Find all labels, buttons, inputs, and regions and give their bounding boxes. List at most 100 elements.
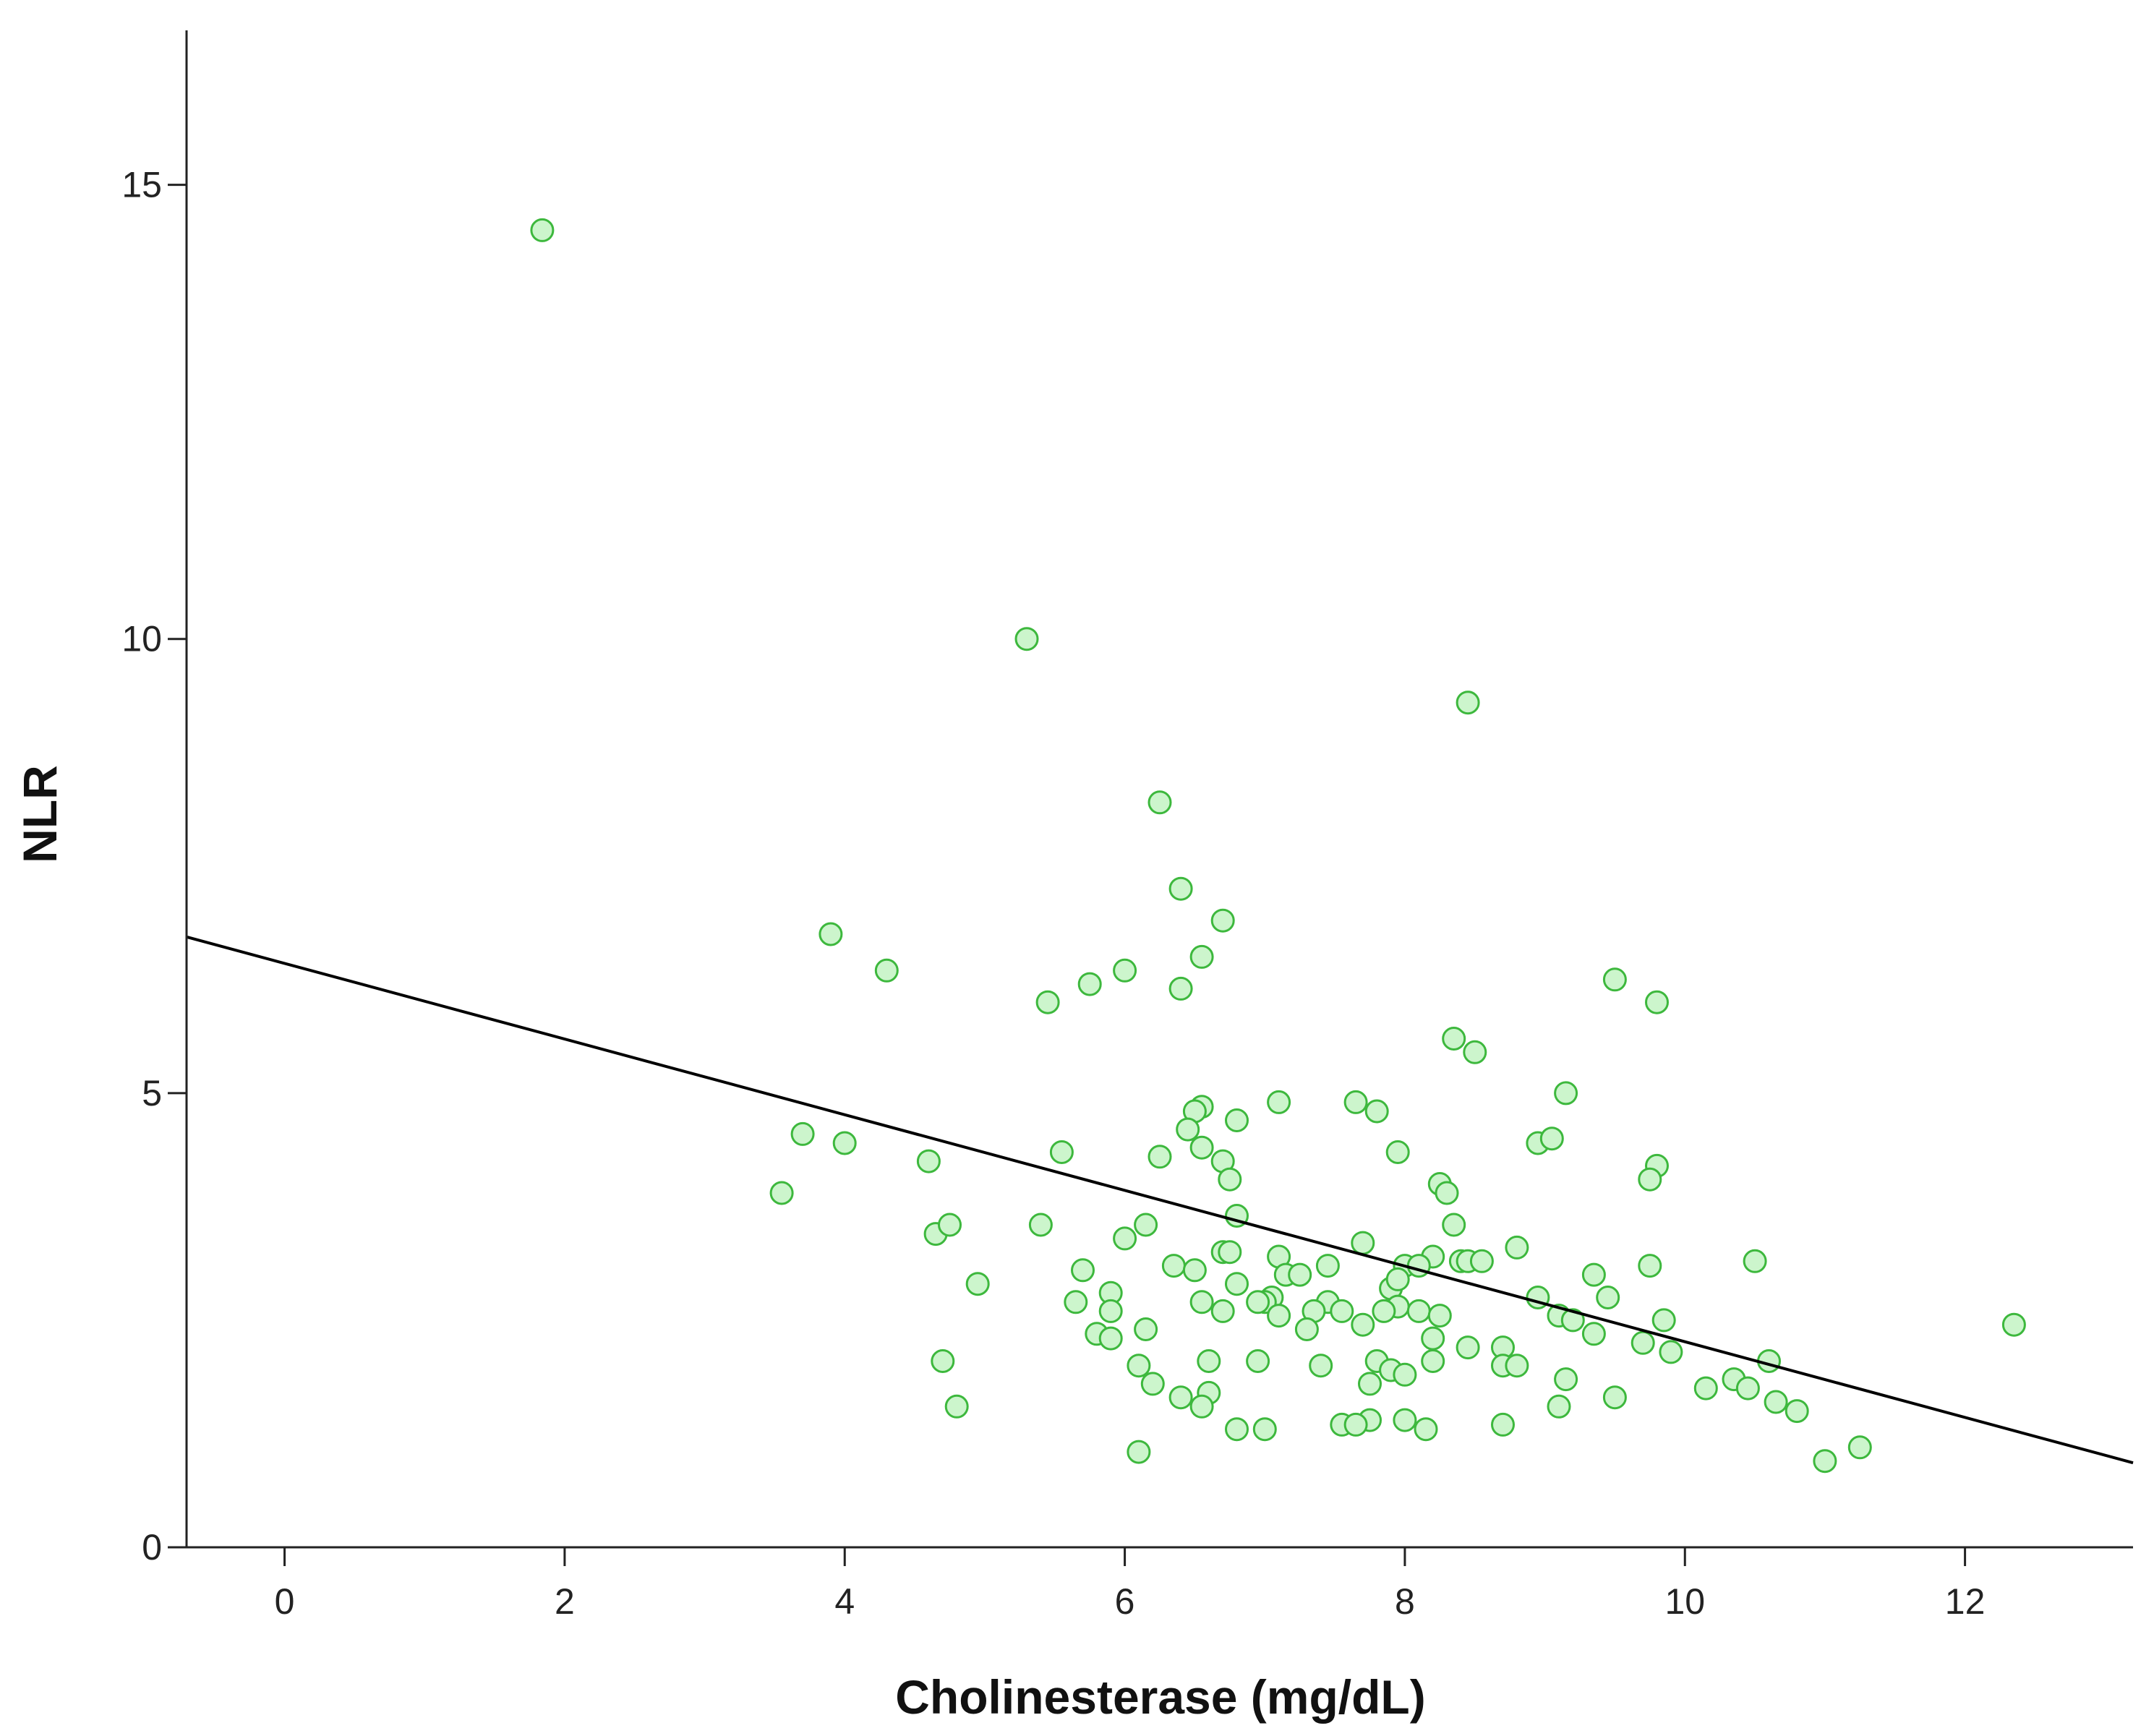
- data-point: [1785, 1399, 1809, 1424]
- data-point: [1343, 1090, 1368, 1114]
- data-point: [1539, 1126, 1564, 1151]
- data-point: [1028, 1213, 1053, 1237]
- data-point: [1127, 1440, 1151, 1464]
- data-point: [1189, 944, 1214, 969]
- data-point: [1189, 1290, 1214, 1314]
- data-point: [1638, 1167, 1662, 1192]
- fit-line-layer: [186, 935, 2134, 1465]
- data-point: [819, 922, 843, 946]
- data-point: [874, 958, 899, 983]
- x-tick-label: 8: [1395, 1581, 1415, 1622]
- data-point: [1140, 1372, 1165, 1396]
- data-point: [1134, 1317, 1158, 1341]
- data-point: [1134, 1213, 1158, 1237]
- data-point: [1197, 1349, 1221, 1373]
- data-point: [1743, 1249, 1767, 1273]
- x-tick-label: 0: [275, 1581, 295, 1622]
- data-point: [1014, 627, 1039, 651]
- data-point: [1547, 1394, 1571, 1419]
- data-point: [1358, 1372, 1382, 1396]
- data-point: [1189, 1394, 1214, 1419]
- data-point: [1659, 1340, 1683, 1364]
- data-point: [1218, 1240, 1242, 1265]
- data-point: [1421, 1349, 1445, 1373]
- data-point: [1735, 1376, 1760, 1401]
- x-tick-label: 12: [1945, 1581, 1986, 1622]
- data-point: [1645, 990, 1669, 1014]
- data-point: [1427, 1304, 1452, 1328]
- data-point: [1147, 1145, 1172, 1169]
- data-point: [1035, 990, 1060, 1014]
- data-point: [1168, 876, 1193, 901]
- data-point: [1491, 1412, 1515, 1437]
- data-point: [1463, 1040, 1487, 1064]
- data-point: [965, 1272, 990, 1296]
- data-point: [1554, 1081, 1578, 1106]
- data-point: [1638, 1254, 1662, 1278]
- data-point: [1113, 958, 1137, 983]
- data-point: [1267, 1304, 1291, 1328]
- data-point: [1385, 1267, 1410, 1291]
- data-point: [1098, 1299, 1123, 1323]
- data-point: [1351, 1231, 1375, 1255]
- data-point: [916, 1149, 941, 1173]
- data-point: [1225, 1272, 1249, 1296]
- data-points: [530, 218, 2026, 1474]
- data-point: [1343, 1412, 1368, 1437]
- data-point: [1077, 972, 1102, 996]
- data-point: [1246, 1290, 1270, 1314]
- data-point: [1505, 1235, 1529, 1260]
- data-point: [1288, 1262, 1312, 1287]
- data-point: [1602, 1385, 1627, 1410]
- data-point: [931, 1349, 955, 1373]
- data-point: [1693, 1376, 1718, 1401]
- data-point: [1161, 1254, 1186, 1278]
- data-point: [1071, 1258, 1095, 1283]
- data-point: [1442, 1027, 1466, 1051]
- data-point: [1560, 1308, 1585, 1333]
- axes: 0 2 4 6 8 10 12 0 5 10 15: [121, 30, 2133, 1622]
- data-point: [1393, 1362, 1417, 1387]
- data-point: [1469, 1249, 1494, 1273]
- data-point: [1364, 1099, 1389, 1124]
- data-point: [1602, 967, 1627, 992]
- data-point: [530, 218, 555, 242]
- x-axis-title: Cholinesterase (mg/dL): [895, 1670, 1425, 1724]
- data-point: [1581, 1262, 1606, 1287]
- data-point: [1631, 1330, 1655, 1355]
- data-point: [1168, 1385, 1193, 1410]
- data-point: [1651, 1308, 1676, 1333]
- data-point: [1764, 1390, 1788, 1414]
- data-point: [1505, 1354, 1529, 1378]
- data-point: [938, 1213, 962, 1237]
- data-point: [1218, 1167, 1242, 1192]
- data-point: [1113, 1226, 1137, 1251]
- data-point: [1246, 1349, 1270, 1373]
- data-point: [1210, 1299, 1235, 1323]
- data-point: [944, 1394, 969, 1419]
- data-point: [1064, 1290, 1088, 1314]
- data-point: [1098, 1326, 1123, 1351]
- data-point: [1210, 908, 1235, 933]
- data-point: [1442, 1213, 1466, 1237]
- data-point: [1189, 1135, 1214, 1160]
- x-tick-label: 6: [1115, 1581, 1135, 1622]
- y-tick-label: 5: [142, 1073, 162, 1113]
- data-point: [1406, 1299, 1431, 1323]
- data-point: [1176, 1117, 1200, 1142]
- data-point: [769, 1181, 794, 1205]
- x-tick-label: 2: [555, 1581, 575, 1622]
- data-point: [1435, 1181, 1459, 1205]
- data-point: [1554, 1367, 1578, 1392]
- data-point: [1168, 976, 1193, 1001]
- data-point: [1581, 1322, 1606, 1346]
- data-point: [1414, 1417, 1438, 1442]
- y-tick-label: 15: [121, 165, 162, 205]
- data-point: [2001, 1312, 2026, 1337]
- data-point: [1225, 1108, 1249, 1132]
- data-point: [1351, 1312, 1375, 1337]
- data-point: [1182, 1258, 1207, 1283]
- data-point: [1309, 1354, 1333, 1378]
